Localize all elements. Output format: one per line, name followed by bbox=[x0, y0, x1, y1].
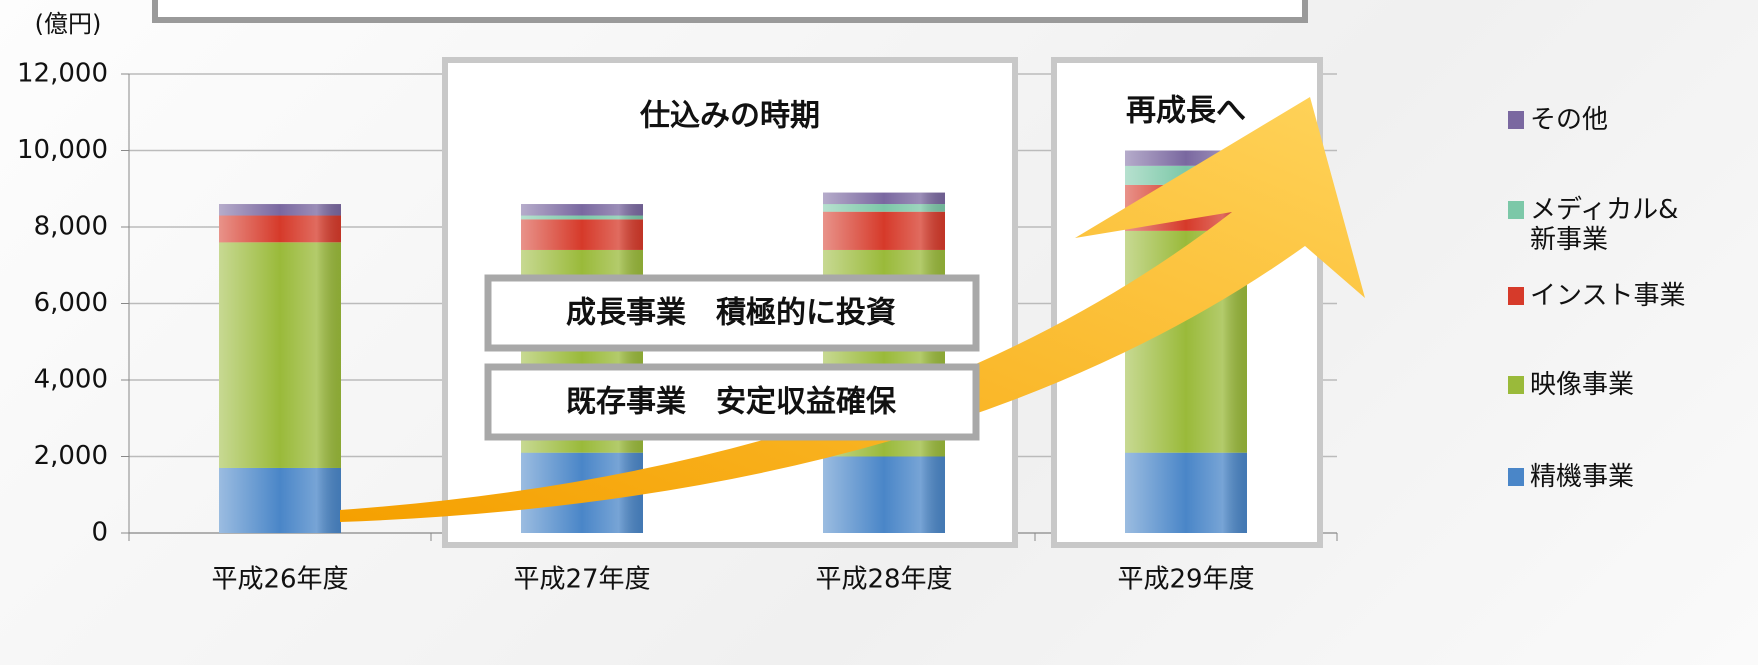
annotation-box bbox=[484, 274, 980, 352]
bar-shine bbox=[823, 456, 945, 533]
bar-shine bbox=[823, 192, 945, 205]
legend-item: 精機事業 bbox=[1508, 462, 1695, 492]
bar-shine bbox=[521, 215, 643, 220]
y-tick-label: 0 bbox=[91, 518, 108, 548]
bar-shine bbox=[521, 219, 643, 250]
unit-label: (億円) bbox=[35, 10, 102, 38]
legend-swatch bbox=[1508, 376, 1524, 394]
bar-shine bbox=[219, 215, 341, 243]
y-tick-label: 6,000 bbox=[34, 288, 108, 318]
phase-label: 仕込みの時期 bbox=[639, 99, 820, 134]
bar-shine bbox=[823, 211, 945, 250]
bar-shine bbox=[1125, 452, 1247, 533]
legend-swatch bbox=[1508, 111, 1524, 129]
bar-shine bbox=[219, 204, 341, 216]
legend-label: インスト事業 bbox=[1530, 281, 1686, 311]
y-tick-label: 10,000 bbox=[17, 135, 108, 165]
annotation: 成長事業 積極的に投資 bbox=[566, 296, 896, 331]
x-tick-label: 平成29年度 bbox=[1117, 565, 1254, 595]
legend-item: その他 bbox=[1508, 105, 1695, 135]
x-tick-label: 平成27年度 bbox=[513, 565, 650, 595]
legend-label: 精機事業 bbox=[1530, 462, 1635, 492]
bar-shine bbox=[521, 204, 643, 216]
phase-label: 再成長へ bbox=[1126, 94, 1246, 129]
legend-swatch bbox=[1508, 468, 1524, 486]
legend-item: メディカル&新事業 bbox=[1508, 195, 1695, 255]
legend-label: メディカル&新事業 bbox=[1530, 195, 1679, 255]
legend-item: 映像事業 bbox=[1508, 370, 1695, 400]
legend-label: その他 bbox=[1530, 105, 1609, 135]
legend-swatch bbox=[1508, 287, 1524, 305]
x-tick-label: 平成28年度 bbox=[815, 565, 952, 595]
y-tick-label: 12,000 bbox=[17, 59, 108, 89]
annotation-box bbox=[484, 363, 980, 441]
bar-shine bbox=[823, 204, 945, 212]
y-tick-label: 4,000 bbox=[34, 365, 108, 395]
x-tick-label: 平成26年度 bbox=[211, 565, 348, 595]
legend-item: インスト事業 bbox=[1508, 281, 1695, 311]
title-box bbox=[152, 0, 1308, 23]
y-tick-label: 8,000 bbox=[34, 212, 108, 242]
bar-shine bbox=[219, 242, 341, 468]
legend-swatch bbox=[1508, 201, 1524, 219]
y-tick-label: 2,000 bbox=[34, 441, 108, 471]
bar-shine bbox=[219, 467, 341, 533]
legend-label: 映像事業 bbox=[1530, 370, 1635, 400]
annotation: 既存事業 安定収益確保 bbox=[566, 385, 897, 420]
